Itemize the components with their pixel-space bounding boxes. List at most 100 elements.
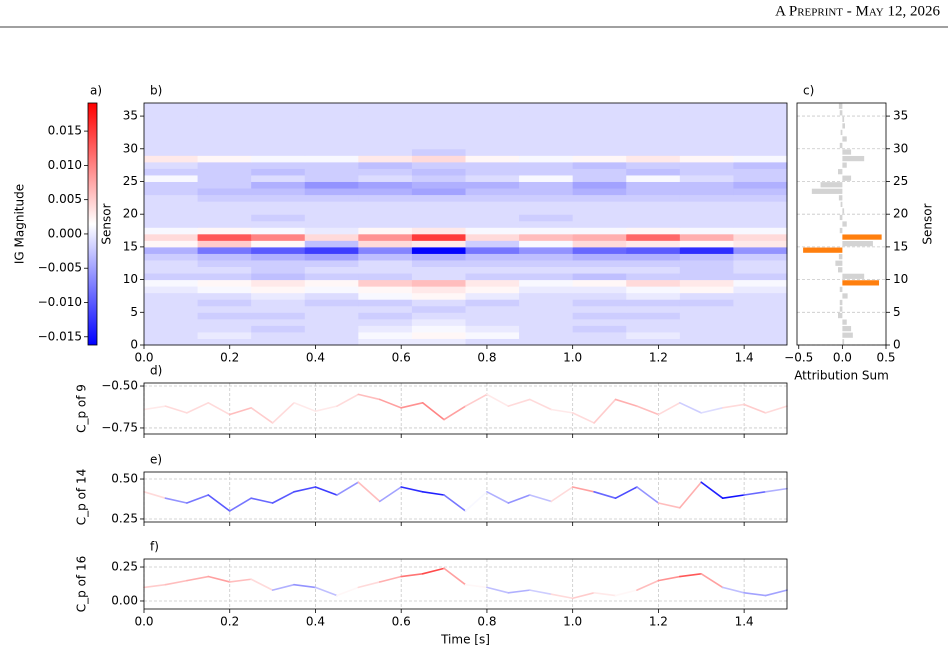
heatmap-cell	[519, 207, 574, 215]
heatmap-cell	[679, 174, 734, 182]
line-segment	[314, 586, 338, 597]
heatmap-cell	[519, 266, 574, 274]
heatmap-cell	[572, 109, 627, 117]
heatmap-cell	[465, 312, 520, 320]
heatmap-cell	[626, 312, 681, 320]
heatmap-cell	[411, 188, 466, 196]
heatmap-cell	[733, 220, 788, 228]
heatmap-cell	[465, 129, 520, 137]
heatmap-cell	[251, 246, 306, 254]
heatmap-cell	[626, 129, 681, 137]
y-tick-label: 0.005	[48, 192, 82, 206]
heatmap-cell	[626, 273, 681, 281]
x-tick-label: 0.0	[134, 351, 153, 365]
line-segment	[571, 592, 595, 600]
line-segment	[228, 497, 252, 512]
heatmap-cell	[251, 299, 306, 307]
x-tick-label: 1.2	[649, 615, 668, 629]
heatmap-cell	[733, 305, 788, 313]
heatmap-cell	[304, 129, 359, 137]
heatmap-cell	[465, 338, 520, 346]
line-segment	[293, 583, 317, 589]
heatmap-cell	[679, 168, 734, 176]
heatmap-cell	[144, 220, 199, 228]
bar	[842, 175, 852, 181]
heatmap-cell	[304, 259, 359, 268]
heatmap-cell	[197, 279, 252, 287]
heatmap-cell	[304, 135, 359, 143]
heatmap-cell	[358, 214, 413, 222]
heatmap-cell	[733, 286, 788, 294]
heatmap-cell	[572, 233, 627, 241]
heatmap-cell	[626, 227, 681, 235]
heatmap-cell	[679, 116, 734, 124]
line-segment	[164, 405, 188, 414]
heatmap-cell	[733, 259, 788, 268]
heatmap-cell	[572, 338, 627, 346]
heatmap-cell	[733, 318, 788, 326]
heatmap-cell	[411, 338, 466, 346]
axes-frame	[143, 558, 788, 610]
heatmap-cell	[519, 116, 574, 124]
heatmap-cell	[251, 168, 306, 176]
line-segment	[443, 567, 467, 586]
heatmap-cell	[679, 305, 734, 313]
heatmap-cell	[626, 122, 681, 130]
heatmap-cell	[144, 325, 199, 333]
heatmap-cell	[251, 273, 306, 281]
line-segment	[421, 491, 445, 496]
heatmap-cell	[251, 253, 306, 261]
page-header: A Preprint - May 12, 2026	[775, 3, 940, 19]
heatmap-cell	[411, 142, 466, 150]
line-segment	[721, 403, 745, 409]
heatmap-cell	[251, 103, 306, 111]
heatmap-cell	[251, 142, 306, 150]
line-segment	[614, 398, 638, 407]
heatmap-cell	[144, 246, 199, 254]
heatmap-cell	[251, 214, 306, 222]
heatmap-cell	[358, 331, 413, 339]
heatmap-cell	[733, 214, 788, 222]
heatmap-cell	[679, 312, 734, 320]
heatmap-cell	[679, 194, 734, 202]
heatmap-cell	[411, 240, 466, 248]
y-tick-label: 0.00	[111, 593, 138, 607]
heatmap-cell	[144, 312, 199, 320]
heatmap-cell	[304, 201, 359, 209]
x-tick-label: 0.6	[392, 351, 411, 365]
heatmap-cell	[197, 266, 252, 274]
heatmap-cell	[251, 259, 306, 268]
line-segment	[186, 575, 210, 582]
heatmap-cell	[519, 292, 574, 300]
heatmap-cell	[304, 279, 359, 287]
y-tick-label: 25	[123, 174, 138, 188]
heatmap-cell	[733, 161, 788, 169]
heatmap-cell	[304, 194, 359, 202]
heatmap-cell	[679, 207, 734, 215]
heatmap-cell	[626, 201, 681, 209]
axes-frame	[87, 102, 98, 346]
heatmap-cell	[572, 181, 627, 189]
heatmap-cell	[358, 109, 413, 117]
line-segment	[636, 405, 660, 416]
heatmap-cell	[626, 194, 681, 202]
heatmap-cell	[626, 188, 681, 196]
y-tick-label: 0.50	[111, 472, 138, 486]
line-segment	[743, 592, 767, 597]
line-segment	[700, 481, 724, 499]
heatmap-cell	[519, 161, 574, 169]
heatmap-cell	[519, 273, 574, 281]
heatmap-cell	[465, 174, 520, 182]
heatmap-cell	[197, 168, 252, 176]
heatmap-cell	[519, 279, 574, 287]
heatmap-cell	[519, 338, 574, 346]
bar	[838, 195, 843, 201]
heatmap-cell	[197, 194, 252, 202]
y-axis-label: C_p of 14	[75, 469, 89, 525]
heatmap-cell	[197, 129, 252, 137]
heatmap-cell	[572, 103, 627, 111]
line-segment	[528, 398, 553, 411]
heatmap-cell	[679, 246, 734, 254]
x-tick-label: 0.2	[220, 615, 239, 629]
